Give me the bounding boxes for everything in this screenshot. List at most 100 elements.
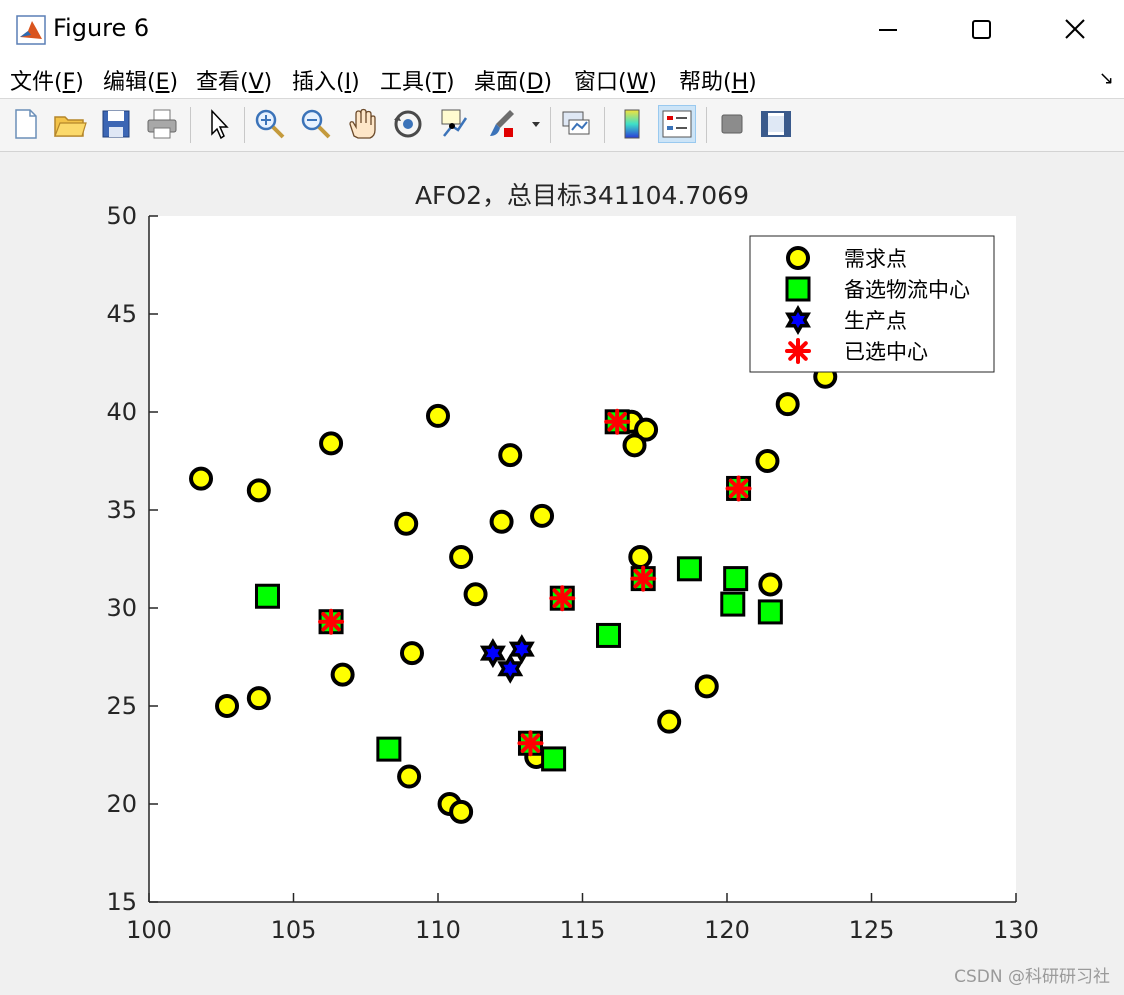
legend-marker-demand-point <box>786 246 810 270</box>
candidate-center-marker-0 <box>254 583 280 609</box>
brush-icon <box>490 110 514 137</box>
insert-legend-button[interactable] <box>658 105 696 143</box>
menu-view[interactable]: 查看(V) <box>192 64 276 96</box>
menu-help-key: H <box>731 70 749 95</box>
zoom-in-button[interactable] <box>252 106 288 142</box>
scatter-chart[interactable]: 100 105 110 115 120 125 130 15 20 25 30 35 40 45 50 AF… <box>0 152 1124 995</box>
candidate-center-marker-6 <box>596 622 622 648</box>
legend-entry-selected-center: 已选中心 <box>785 338 928 364</box>
menu-insert[interactable]: 插入(I) <box>288 64 364 96</box>
new-figure-button[interactable] <box>8 106 44 142</box>
legend-entry-production-point: 生产点 <box>785 305 907 335</box>
minimize-icon <box>879 29 897 31</box>
menu-window-label: 窗口( <box>574 70 627 95</box>
close-icon <box>1065 19 1085 39</box>
x-tick-label-3: 115 <box>560 916 606 944</box>
menu-window[interactable]: 窗口(W) <box>570 64 661 96</box>
matlab-app-icon <box>16 15 46 45</box>
show-plot-tools-button[interactable] <box>758 106 794 142</box>
window-title: Figure 6 <box>53 14 150 42</box>
legend-label-selected-center: 已选中心 <box>844 340 928 364</box>
selected-center-marker-0 <box>318 608 345 635</box>
menu-insert-label: 插入( <box>292 70 345 95</box>
link-plot-icon <box>562 111 590 135</box>
demand-point-marker-7 <box>622 433 647 458</box>
y-tick-label-0: 15 <box>106 888 137 916</box>
chart-axes: 100 105 110 115 120 125 130 15 20 25 30 35 40 45 50 <box>106 202 1038 944</box>
menu-tools-label: 工具( <box>380 70 433 95</box>
demand-point-marker-19 <box>246 686 271 711</box>
brush-dropdown-button[interactable] <box>528 106 544 142</box>
y-tick-label-5: 40 <box>106 398 137 426</box>
minimize-button[interactable] <box>865 10 911 50</box>
demand-point-marker-1 <box>246 478 271 503</box>
demand-point-marker-3 <box>426 403 450 428</box>
zoom-out-button[interactable] <box>298 106 334 142</box>
new-figure-icon <box>15 109 37 139</box>
toolbar-separator <box>604 107 605 143</box>
menu-tools[interactable]: 工具(T) <box>376 64 459 96</box>
y-tick-label-1: 20 <box>106 790 137 818</box>
demand-point-marker-16 <box>628 545 653 570</box>
demand-point-marker-17 <box>758 572 783 597</box>
print-button[interactable] <box>144 106 180 142</box>
demand-point-marker-11 <box>394 511 419 536</box>
zoom-in-icon <box>255 109 285 139</box>
selected-center-marker-3 <box>630 565 657 592</box>
open-file-icon <box>54 116 87 137</box>
demand-point-marker-9 <box>775 392 800 417</box>
save-button[interactable] <box>98 106 134 142</box>
x-tick-label-2: 110 <box>415 916 461 944</box>
pan-button[interactable] <box>344 106 380 142</box>
rotate-3d-icon <box>394 110 422 138</box>
menu-help[interactable]: 帮助(H) <box>675 64 761 96</box>
toolbar-separator <box>190 107 191 143</box>
y-tick-label-7: 50 <box>106 202 137 230</box>
insert-colorbar-button[interactable] <box>614 106 650 142</box>
chart-title: AFO2，总目标341104.7069 <box>415 181 749 210</box>
figure-area: 100 105 110 115 120 125 130 15 20 25 30 35 40 45 50 AF… <box>0 152 1124 995</box>
candidate-center-marker-11 <box>723 566 749 592</box>
rotate-3d-button[interactable] <box>390 106 426 142</box>
maximize-icon <box>972 20 991 39</box>
y-tick-label-4: 35 <box>106 496 137 524</box>
maximize-button[interactable] <box>958 10 1004 50</box>
pan-hand-icon <box>349 108 376 139</box>
legend-entry-demand-point: 需求点 <box>786 246 907 271</box>
x-tick-label-5: 125 <box>849 916 895 944</box>
menu-view-label: 查看( <box>196 70 249 95</box>
menu-edit[interactable]: 编辑(E) <box>99 64 182 96</box>
menu-help-label: 帮助( <box>679 70 732 95</box>
hide-plot-tools-icon <box>721 114 743 134</box>
open-file-button[interactable] <box>52 106 88 142</box>
chart-marks <box>189 364 838 824</box>
edit-plot-button[interactable] <box>200 106 236 142</box>
window-title-bar: Figure 6 <box>0 0 1124 60</box>
menu-desktop[interactable]: 桌面(D) <box>470 64 556 96</box>
figure-toolbar <box>0 99 1124 152</box>
demand-point-marker-15 <box>463 582 488 607</box>
pointer-icon <box>211 109 229 140</box>
menu-view-key: V <box>248 70 264 95</box>
data-cursor-button[interactable] <box>436 106 472 142</box>
selected-center-marker-5 <box>517 730 544 757</box>
menu-view-end: ) <box>263 70 273 95</box>
demand-point-marker-6 <box>634 417 659 442</box>
x-tick-label-1: 105 <box>271 916 317 944</box>
x-tick-label-6: 130 <box>993 916 1039 944</box>
close-button[interactable] <box>1052 10 1098 50</box>
menu-file[interactable]: 文件(F) <box>6 64 88 96</box>
production-point-marker-0 <box>479 638 506 669</box>
demand-point-marker-21 <box>399 641 424 666</box>
watermark: CSDN @科研研习社 <box>954 967 1110 987</box>
brush-button[interactable] <box>484 106 520 142</box>
candidate-center-marker-12 <box>757 599 783 625</box>
hide-plot-tools-button[interactable] <box>714 106 750 142</box>
demand-point-marker-14 <box>449 545 474 570</box>
menu-tools-end: ) <box>446 70 455 95</box>
dock-arrow-icon[interactable]: ↘ <box>1098 68 1114 89</box>
demand-point-marker-2 <box>319 431 344 456</box>
link-plot-button[interactable] <box>558 106 594 142</box>
candidate-center-marker-4 <box>541 746 567 772</box>
